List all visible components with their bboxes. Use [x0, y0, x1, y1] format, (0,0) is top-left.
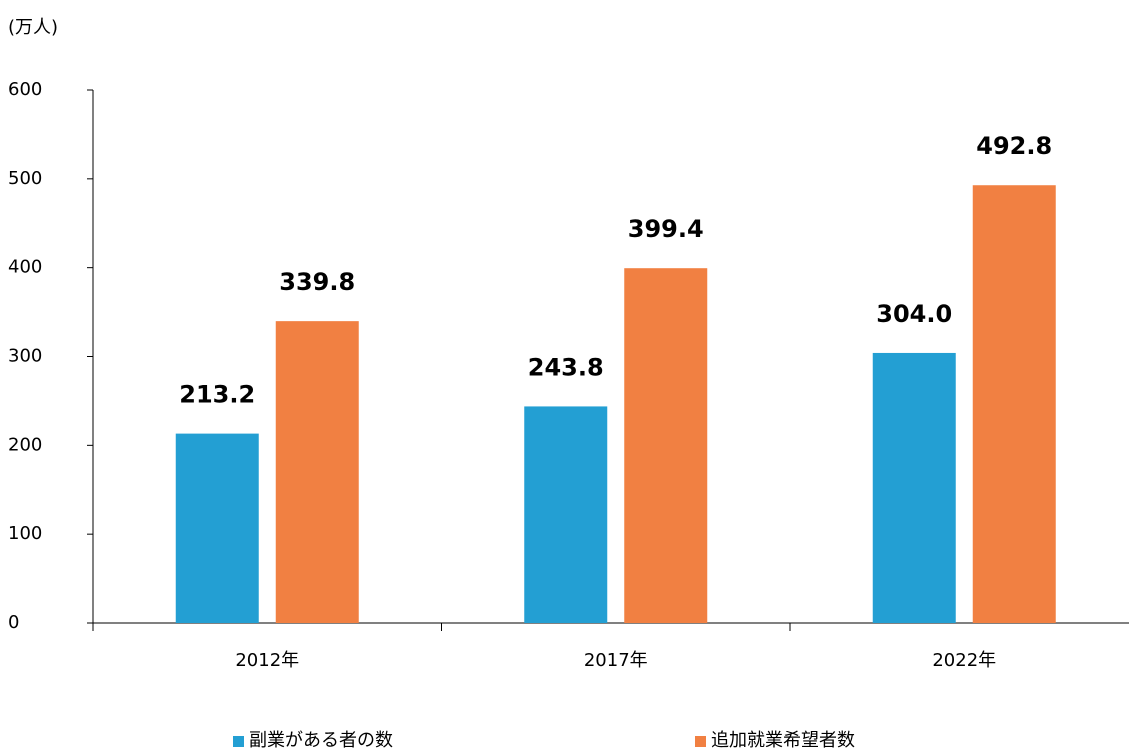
bar: [972, 185, 1056, 623]
y-tick-label: 0: [8, 612, 19, 633]
x-tick-label: 2012年: [235, 650, 299, 671]
legend-swatch: [233, 736, 244, 747]
value-label: 243.8: [528, 353, 604, 381]
y-tick-label: 400: [8, 257, 42, 278]
legend-label: 追加就業希望者数: [711, 730, 855, 750]
value-label: 399.4: [628, 215, 704, 243]
legend-swatch: [695, 736, 706, 747]
bar: [624, 268, 708, 623]
bar: [872, 352, 956, 623]
x-tick-label: 2022年: [932, 650, 996, 671]
value-label: 492.8: [976, 132, 1052, 160]
y-unit-label: (万人): [8, 17, 58, 38]
value-label: 213.2: [179, 381, 255, 409]
y-tick-label: 600: [8, 79, 42, 100]
x-tick-label: 2017年: [584, 650, 648, 671]
value-label: 339.8: [279, 268, 355, 296]
bar: [175, 433, 259, 623]
bar: [524, 406, 608, 623]
value-label: 304.0: [876, 300, 952, 328]
bar: [275, 321, 359, 623]
y-tick-label: 500: [8, 168, 42, 189]
y-tick-label: 100: [8, 523, 42, 544]
y-tick-label: 200: [8, 434, 42, 455]
y-tick-label: 300: [8, 346, 42, 367]
legend-label: 副業がある者の数: [249, 730, 393, 750]
